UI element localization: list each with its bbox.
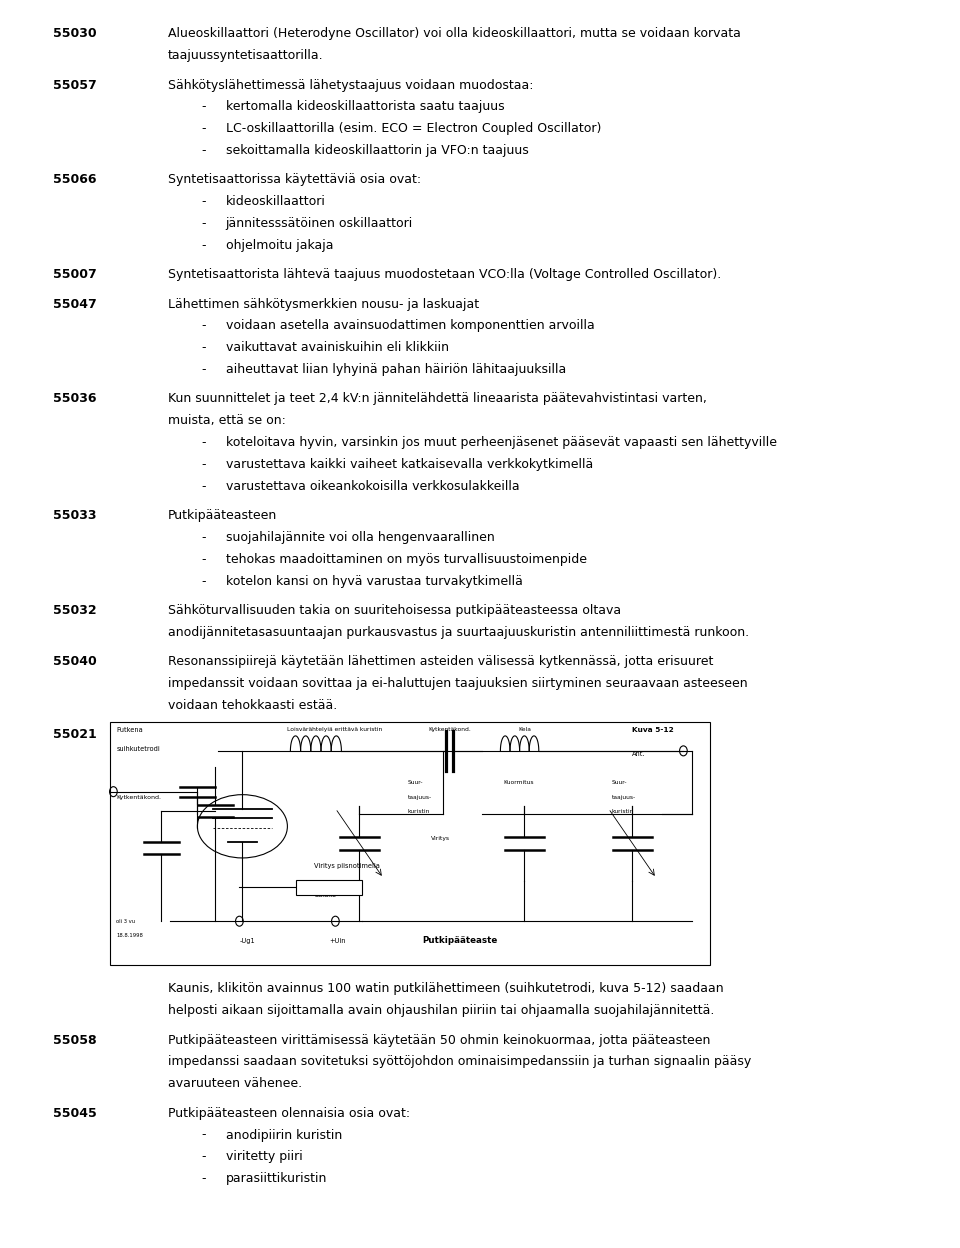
Text: -: - [202,530,206,544]
Text: 55030: 55030 [53,27,96,40]
Text: parasiittikuristin: parasiittikuristin [226,1172,327,1186]
Text: 55036: 55036 [53,392,96,406]
Text: 55040: 55040 [53,655,97,668]
Text: varustettava kaikki vaiheet katkaisevalla verkkokytkimellä: varustettava kaikki vaiheet katkaisevall… [226,458,593,470]
Text: Suur-: Suur- [407,780,423,785]
Text: vaikuttavat avainiskuihin eli klikkiin: vaikuttavat avainiskuihin eli klikkiin [226,341,448,354]
Text: Kytkentäkond.: Kytkentäkond. [116,795,161,800]
Text: varustettava oikeankokoisilla verkkosulakkeilla: varustettava oikeankokoisilla verkkosula… [226,479,519,493]
Text: -: - [202,144,206,157]
Text: -: - [202,574,206,588]
Text: taajuus-: taajuus- [407,795,432,800]
Text: -: - [202,1172,206,1186]
Text: impedanssi saadaan sovitetuksi syöttöjohdon ominaisimpedanssiin ja turhan signaa: impedanssi saadaan sovitetuksi syöttöjoh… [168,1056,752,1068]
Text: Kela: Kela [518,726,531,731]
Text: kuristin: kuristin [407,809,430,814]
Text: Viritys piisnotimella: Viritys piisnotimella [315,862,380,869]
Bar [297,880,362,895]
Text: tehokas maadoittaminen on myös turvallisuustoimenpide: tehokas maadoittaminen on myös turvallis… [226,553,587,565]
Text: -: - [202,319,206,332]
Text: -: - [202,363,206,376]
Text: -Ug1: -Ug1 [239,938,255,945]
Text: avaruuteen vähenee.: avaruuteen vähenee. [168,1077,302,1091]
Text: ohjelmoitu jakaja: ohjelmoitu jakaja [226,238,333,252]
Text: taajuussyntetisaattorilla.: taajuussyntetisaattorilla. [168,50,324,62]
Text: -: - [202,436,206,449]
Text: Ant.: Ant. [633,751,646,756]
Text: Putkipääteasteen: Putkipääteasteen [168,509,277,522]
Text: kotelon kansi on hyvä varustaa turvakytkimellä: kotelon kansi on hyvä varustaa turvakytk… [226,574,522,588]
Text: voidaan asetella avainsuodattimen komponenttien arvoilla: voidaan asetella avainsuodattimen kompon… [226,319,594,332]
Text: Putkipääteasteen olennaisia osia ovat:: Putkipääteasteen olennaisia osia ovat: [168,1107,410,1119]
Text: Putkipääteasteen virittämisessä käytetään 50 ohmin keinokuormaa, jotta pääteaste: Putkipääteasteen virittämisessä käytetää… [168,1033,710,1047]
Text: 55007: 55007 [53,268,97,281]
Text: -: - [202,479,206,493]
Text: Resonanssipiirejä käytetään lähettimen asteiden välisessä kytkennässä, jotta eri: Resonanssipiirejä käytetään lähettimen a… [168,655,713,668]
Text: Lähettimen sähkötysmerkkien nousu- ja laskuajat: Lähettimen sähkötysmerkkien nousu- ja la… [168,297,479,311]
Text: jännitesssätöinen oskillaattori: jännitesssätöinen oskillaattori [226,217,413,230]
Bar [110,721,710,965]
Text: -: - [202,553,206,565]
Text: -: - [202,458,206,470]
Text: 55047: 55047 [53,297,97,311]
Text: anodijännitetasasuuntaajan purkausvastus ja suurtaajuuskuristin antenniliittimes: anodijännitetasasuuntaajan purkausvastus… [168,625,749,639]
Text: LC-oskillaattorilla (esim. ECO = Electron Coupled Oscillator): LC-oskillaattorilla (esim. ECO = Electro… [226,122,601,135]
Text: 55057: 55057 [53,79,97,91]
Text: -: - [202,1151,206,1163]
Text: 55032: 55032 [53,604,96,617]
Text: muista, että se on:: muista, että se on: [168,414,286,427]
Text: kuristin: kuristin [612,809,634,814]
Text: -: - [202,1128,206,1142]
Text: oli 3 vu: oli 3 vu [116,919,135,924]
Text: suihkutetrodi: suihkutetrodi [116,746,160,753]
Text: 55045: 55045 [53,1107,97,1119]
Text: -: - [202,238,206,252]
Text: viritetty piiri: viritetty piiri [226,1151,302,1163]
Text: 55058: 55058 [53,1033,96,1047]
Text: -: - [202,341,206,354]
Text: 18.8.1998: 18.8.1998 [116,934,143,938]
Text: Suur-: Suur- [612,780,627,785]
Text: kideoskillaattori: kideoskillaattori [226,195,325,208]
Text: taajuus-: taajuus- [612,795,636,800]
Text: Syntetisaattorissa käytettäviä osia ovat:: Syntetisaattorissa käytettäviä osia ovat… [168,173,421,186]
Text: Kytkentäkond.: Kytkentäkond. [428,726,471,731]
Text: Putkipääteaste: Putkipääteaste [422,936,497,945]
Text: Viritys: Viritys [431,836,450,841]
Text: Sähkötyslähettimessä lähetystaajuus voidaan muodostaa:: Sähkötyslähettimessä lähetystaajuus void… [168,79,534,91]
Text: -: - [202,101,206,114]
Text: Sulake: Sulake [315,892,336,899]
Text: Alueoskillaattori (Heterodyne Oscillator) voi olla kideoskillaattori, mutta se v: Alueoskillaattori (Heterodyne Oscillator… [168,27,741,40]
Text: +Uin: +Uin [329,938,346,945]
Text: Kuva 5-12: Kuva 5-12 [633,726,674,733]
Text: 55021: 55021 [53,728,97,741]
Text: -: - [202,195,206,208]
Text: voidaan tehokkaasti estää.: voidaan tehokkaasti estää. [168,699,337,711]
Text: Syntetisaattorista lähtevä taajuus muodostetaan VCO:lla (Voltage Controlled Osci: Syntetisaattorista lähtevä taajuus muodo… [168,268,721,281]
Text: aiheuttavat liian lyhyinä pahan häiriön lähitaajuuksilla: aiheuttavat liian lyhyinä pahan häiriön … [226,363,565,376]
Text: Loisvärähtelyiä erittävä kuristin: Loisvärähtelyiä erittävä kuristin [287,726,383,731]
Text: -: - [202,122,206,135]
Text: suojahilajännite voi olla hengenvaarallinen: suojahilajännite voi olla hengenvaaralli… [226,530,494,544]
Text: impedanssit voidaan sovittaa ja ei-haluttujen taajuuksien siirtyminen seuraavaan: impedanssit voidaan sovittaa ja ei-halut… [168,676,748,690]
Text: anodipiirin kuristin: anodipiirin kuristin [226,1128,342,1142]
Text: Kuormitus: Kuormitus [503,780,534,785]
Text: kertomalla kideoskillaattorista saatu taajuus: kertomalla kideoskillaattorista saatu ta… [226,101,504,114]
Text: sekoittamalla kideoskillaattorin ja VFO:n taajuus: sekoittamalla kideoskillaattorin ja VFO:… [226,144,528,157]
Text: Kun suunnittelet ja teet 2,4 kV:n jännitelähdettä lineaarista päätevahvistintasi: Kun suunnittelet ja teet 2,4 kV:n jännit… [168,392,707,406]
Text: Kaunis, klikitön avainnus 100 watin putkilähettimeen (suihkutetrodi, kuva 5-12) : Kaunis, klikitön avainnus 100 watin putk… [168,982,724,996]
Text: Sähköturvallisuuden takia on suuritehoisessa putkipääteasteessa oltava: Sähköturvallisuuden takia on suuritehois… [168,604,621,617]
Text: 55033: 55033 [53,509,96,522]
Text: 55066: 55066 [53,173,96,186]
Text: koteloitava hyvin, varsinkin jos muut perheenjäsenet pääsevät vapaasti sen lähet: koteloitava hyvin, varsinkin jos muut pe… [226,436,777,449]
Text: -: - [202,217,206,230]
Text: Putkena: Putkena [116,726,143,733]
Text: helposti aikaan sijoittamalla avain ohjaushilan piiriin tai ohjaamalla suojahila: helposti aikaan sijoittamalla avain ohja… [168,1005,714,1017]
